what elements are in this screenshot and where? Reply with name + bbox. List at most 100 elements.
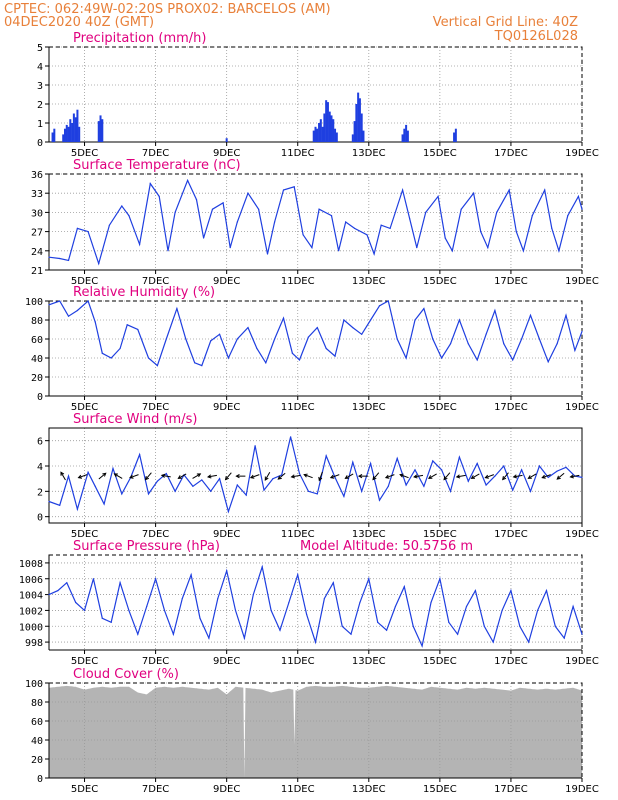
- data-point: [139, 243, 141, 245]
- data-point: [394, 605, 397, 608]
- header-date: 04DEC2020 40Z (GMT): [4, 15, 154, 30]
- data-point: [480, 231, 482, 233]
- data-point: [377, 621, 379, 623]
- y-tick-label: 1008: [19, 559, 43, 570]
- data-point: [473, 192, 475, 194]
- data-point: [528, 641, 530, 643]
- y-tick-label: 2: [37, 100, 43, 111]
- data-point: [311, 247, 313, 249]
- data-point: [572, 605, 574, 608]
- data-point: [494, 309, 496, 312]
- data-point: [366, 234, 368, 236]
- data-point: [258, 208, 260, 210]
- wind-vector-head: [235, 474, 240, 479]
- data-point: [121, 493, 123, 495]
- data-point: [556, 470, 558, 472]
- data-point: [76, 309, 79, 312]
- wind-vector-head: [399, 473, 404, 478]
- x-tick-label: 19DEC: [565, 402, 599, 413]
- data-point: [441, 469, 443, 471]
- wind-vector-head: [556, 475, 561, 480]
- data-point: [222, 202, 224, 204]
- y-tick-label: 6: [37, 437, 43, 448]
- x-tick-label: 15DEC: [423, 148, 457, 159]
- wind-vector: [78, 474, 88, 479]
- data-point: [432, 460, 434, 462]
- precip-bar: [72, 113, 75, 142]
- data-point: [515, 231, 517, 233]
- data-point: [529, 490, 532, 492]
- y-tick-label: 60: [31, 717, 43, 728]
- data-point: [174, 211, 176, 213]
- wind-vector: [303, 474, 313, 479]
- y-tick-label: 33: [31, 189, 43, 200]
- y-tick-label: 100: [25, 297, 43, 308]
- precip-bar: [67, 126, 70, 142]
- precip-bar: [360, 113, 363, 142]
- wind-vector: [60, 471, 66, 481]
- wind-vector: [428, 473, 437, 479]
- data-point: [270, 609, 272, 612]
- wind-vector-head: [264, 476, 269, 481]
- wind-vector-head: [160, 473, 166, 478]
- precip-bar: [74, 117, 77, 142]
- data-point: [510, 590, 512, 592]
- data-point: [556, 343, 558, 345]
- data-point: [503, 343, 505, 345]
- data-point: [451, 250, 453, 252]
- data-point: [48, 256, 50, 258]
- x-tick-label: 13DEC: [352, 784, 386, 795]
- wind-vector: [161, 474, 171, 478]
- precip-bar: [351, 134, 354, 142]
- wind-vector: [542, 474, 551, 479]
- data-point: [281, 474, 283, 476]
- x-tick-label: 5DEC: [71, 784, 98, 795]
- data-point: [387, 300, 389, 302]
- panel-frame: [48, 46, 583, 143]
- precip-bar: [357, 92, 360, 142]
- data-point: [128, 609, 130, 612]
- data-point: [174, 490, 176, 492]
- data-point: [378, 305, 381, 307]
- x-tick-label: 5DEC: [71, 276, 98, 287]
- x-tick-label: 15DEC: [423, 402, 457, 413]
- wind-vector: [443, 472, 451, 480]
- data-point: [577, 195, 580, 197]
- data-point: [165, 338, 167, 340]
- data-point: [460, 208, 462, 210]
- data-point: [430, 601, 432, 604]
- precip-bar: [403, 128, 406, 142]
- x-tick-label: 7DEC: [142, 276, 169, 287]
- data-point: [227, 357, 230, 359]
- y-tick-label: 100: [25, 679, 43, 690]
- precip-bar: [323, 113, 326, 142]
- data-point: [457, 633, 459, 635]
- wind-vector: [556, 472, 565, 480]
- data-point: [121, 205, 123, 207]
- data-point: [565, 466, 567, 468]
- data-point: [137, 633, 139, 635]
- y-tick-label: 27: [31, 228, 43, 239]
- x-tick-label: 7DEC: [142, 784, 169, 795]
- precip-bar: [406, 130, 409, 142]
- data-point: [67, 315, 70, 317]
- data-point: [565, 314, 567, 316]
- wind-vector: [456, 474, 466, 478]
- data-point: [520, 338, 523, 340]
- x-tick-label: 5DEC: [71, 148, 98, 159]
- data-point: [263, 489, 265, 491]
- data-point: [137, 328, 139, 331]
- y-tick-label: 20: [31, 373, 43, 384]
- data-point: [307, 336, 309, 338]
- data-point: [76, 508, 79, 510]
- data-point: [185, 338, 187, 340]
- y-tick-label: 998: [25, 638, 43, 649]
- data-point: [334, 476, 336, 478]
- data-point: [581, 476, 583, 478]
- data-point: [199, 617, 201, 619]
- data-point: [581, 633, 583, 635]
- precip-bar: [51, 132, 54, 142]
- data-point: [158, 195, 160, 197]
- data-point: [403, 586, 405, 588]
- wind-vector-head: [318, 476, 323, 482]
